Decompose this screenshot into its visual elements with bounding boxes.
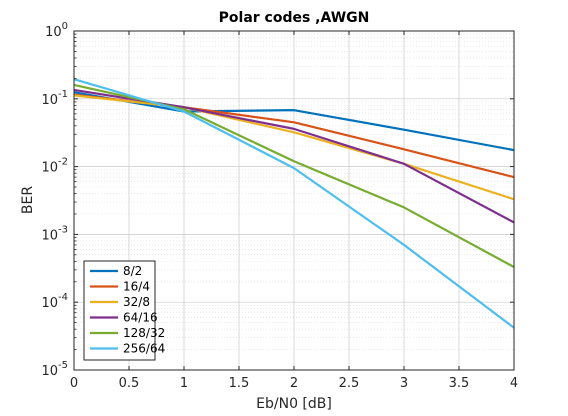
ticks: 0 0.5 1 1.5 2 2.5 3 3.5 4 100 10-1 10-2 10-3 10-4 10-5 — [41, 21, 518, 391]
y-tick-label: 10-4 — [41, 292, 68, 311]
series-line-1 — [73, 91, 515, 152]
x-tick-label: 2.5 — [339, 376, 360, 391]
x-tick-label: 1.5 — [229, 376, 250, 391]
x-tick-label: 3.5 — [449, 376, 470, 391]
y-tick-label: 10-1 — [41, 89, 68, 108]
legend-label-1: 8/2 — [123, 264, 142, 278]
x-tick-label: 3 — [400, 376, 408, 391]
x-axis-label: Eb/N0 [dB] — [256, 396, 332, 412]
y-tick-label: 100 — [45, 21, 68, 40]
x-tick-label: 2 — [290, 376, 298, 391]
series-line-3 — [73, 94, 515, 201]
x-tick-label: 4 — [510, 376, 518, 391]
x-tick-label: 1 — [180, 376, 188, 391]
y-tick-label: 10-5 — [41, 360, 68, 379]
x-tick-label: 0.5 — [119, 376, 140, 391]
x-tick-label: 0 — [70, 376, 78, 391]
y-tick-label: 10-3 — [41, 224, 68, 243]
grid — [73, 30, 515, 371]
chart-title: Polar codes ,AWGN — [219, 10, 370, 26]
y-axis-label: BER — [20, 186, 36, 214]
series-line-6 — [73, 78, 515, 329]
legend-label-5: 128/32 — [123, 326, 165, 340]
legend-label-6: 256/64 — [123, 342, 165, 356]
legend-label-4: 64/16 — [123, 311, 158, 325]
legend-label-2: 16/4 — [123, 280, 150, 294]
legend-box — [83, 260, 156, 361]
y-tick-label: 10-2 — [41, 157, 68, 176]
series-lines — [73, 78, 515, 329]
legend-label-3: 32/8 — [123, 295, 150, 309]
